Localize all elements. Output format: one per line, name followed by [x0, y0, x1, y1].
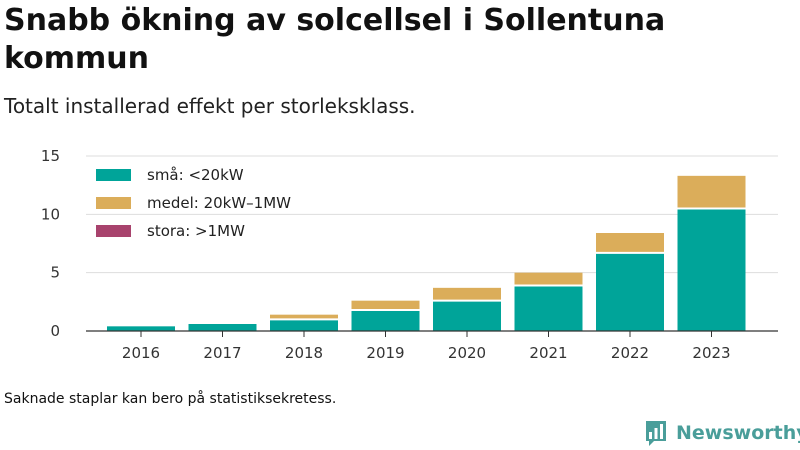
y-tick-label: 10 [41, 205, 60, 223]
bar-chart-speech-bubble-icon [646, 421, 666, 446]
bar-segment [351, 310, 420, 331]
legend: små: <20kW medel: 20kW–1MW stora: >1MW [96, 166, 291, 240]
bar-segment [596, 233, 664, 253]
bar-segment [188, 324, 257, 331]
bar-segment [270, 314, 338, 320]
x-tick-label: 2019 [366, 344, 404, 362]
y-tick-label: 15 [41, 147, 60, 165]
y-tick-label: 5 [50, 264, 60, 282]
bar-segment [351, 300, 420, 310]
stacked-bar-chart: 0 5 10 15 2016 2017 2018 2019 2020 2021 2022 2023 s… [41, 147, 778, 362]
bar-segment [107, 326, 175, 331]
x-tick-label: 2016 [122, 344, 160, 362]
bar-segment [514, 272, 583, 286]
bar-segment [514, 285, 583, 331]
legend-label: medel: 20kW–1MW [147, 194, 291, 212]
chart-subtitle: Totalt installerad effekt per storlekskl… [4, 94, 416, 118]
legend-swatch [96, 197, 131, 209]
legend-swatch [96, 225, 131, 237]
bar-segment [433, 300, 501, 331]
legend-label: små: <20kW [147, 166, 244, 184]
x-tick-label: 2022 [611, 344, 649, 362]
x-tick-label: 2018 [285, 344, 323, 362]
x-tick-label: 2017 [203, 344, 241, 362]
bar-segment [433, 287, 501, 301]
bar-segment [596, 252, 664, 331]
x-tick-label: 2023 [692, 344, 730, 362]
brand-name: Newsworthy [676, 422, 800, 444]
brand-logo[interactable]: Newsworthy [644, 418, 800, 448]
x-tick-label: 2020 [448, 344, 486, 362]
bar-segment [270, 319, 338, 331]
legend-swatch [96, 169, 131, 181]
bar-segment [677, 175, 746, 209]
footnote: Saknade staplar kan bero på statistiksek… [4, 391, 337, 407]
y-tick-label: 0 [50, 322, 60, 340]
chart-title: Snabb ökning av solcellsel i Sollentuna … [4, 3, 666, 76]
x-tick-label: 2021 [529, 344, 567, 362]
bars [107, 175, 746, 331]
axes: 0 5 10 15 2016 2017 2018 2019 2020 2021 2022 2023 [41, 147, 778, 362]
bar-segment [677, 208, 746, 331]
legend-label: stora: >1MW [147, 222, 245, 240]
